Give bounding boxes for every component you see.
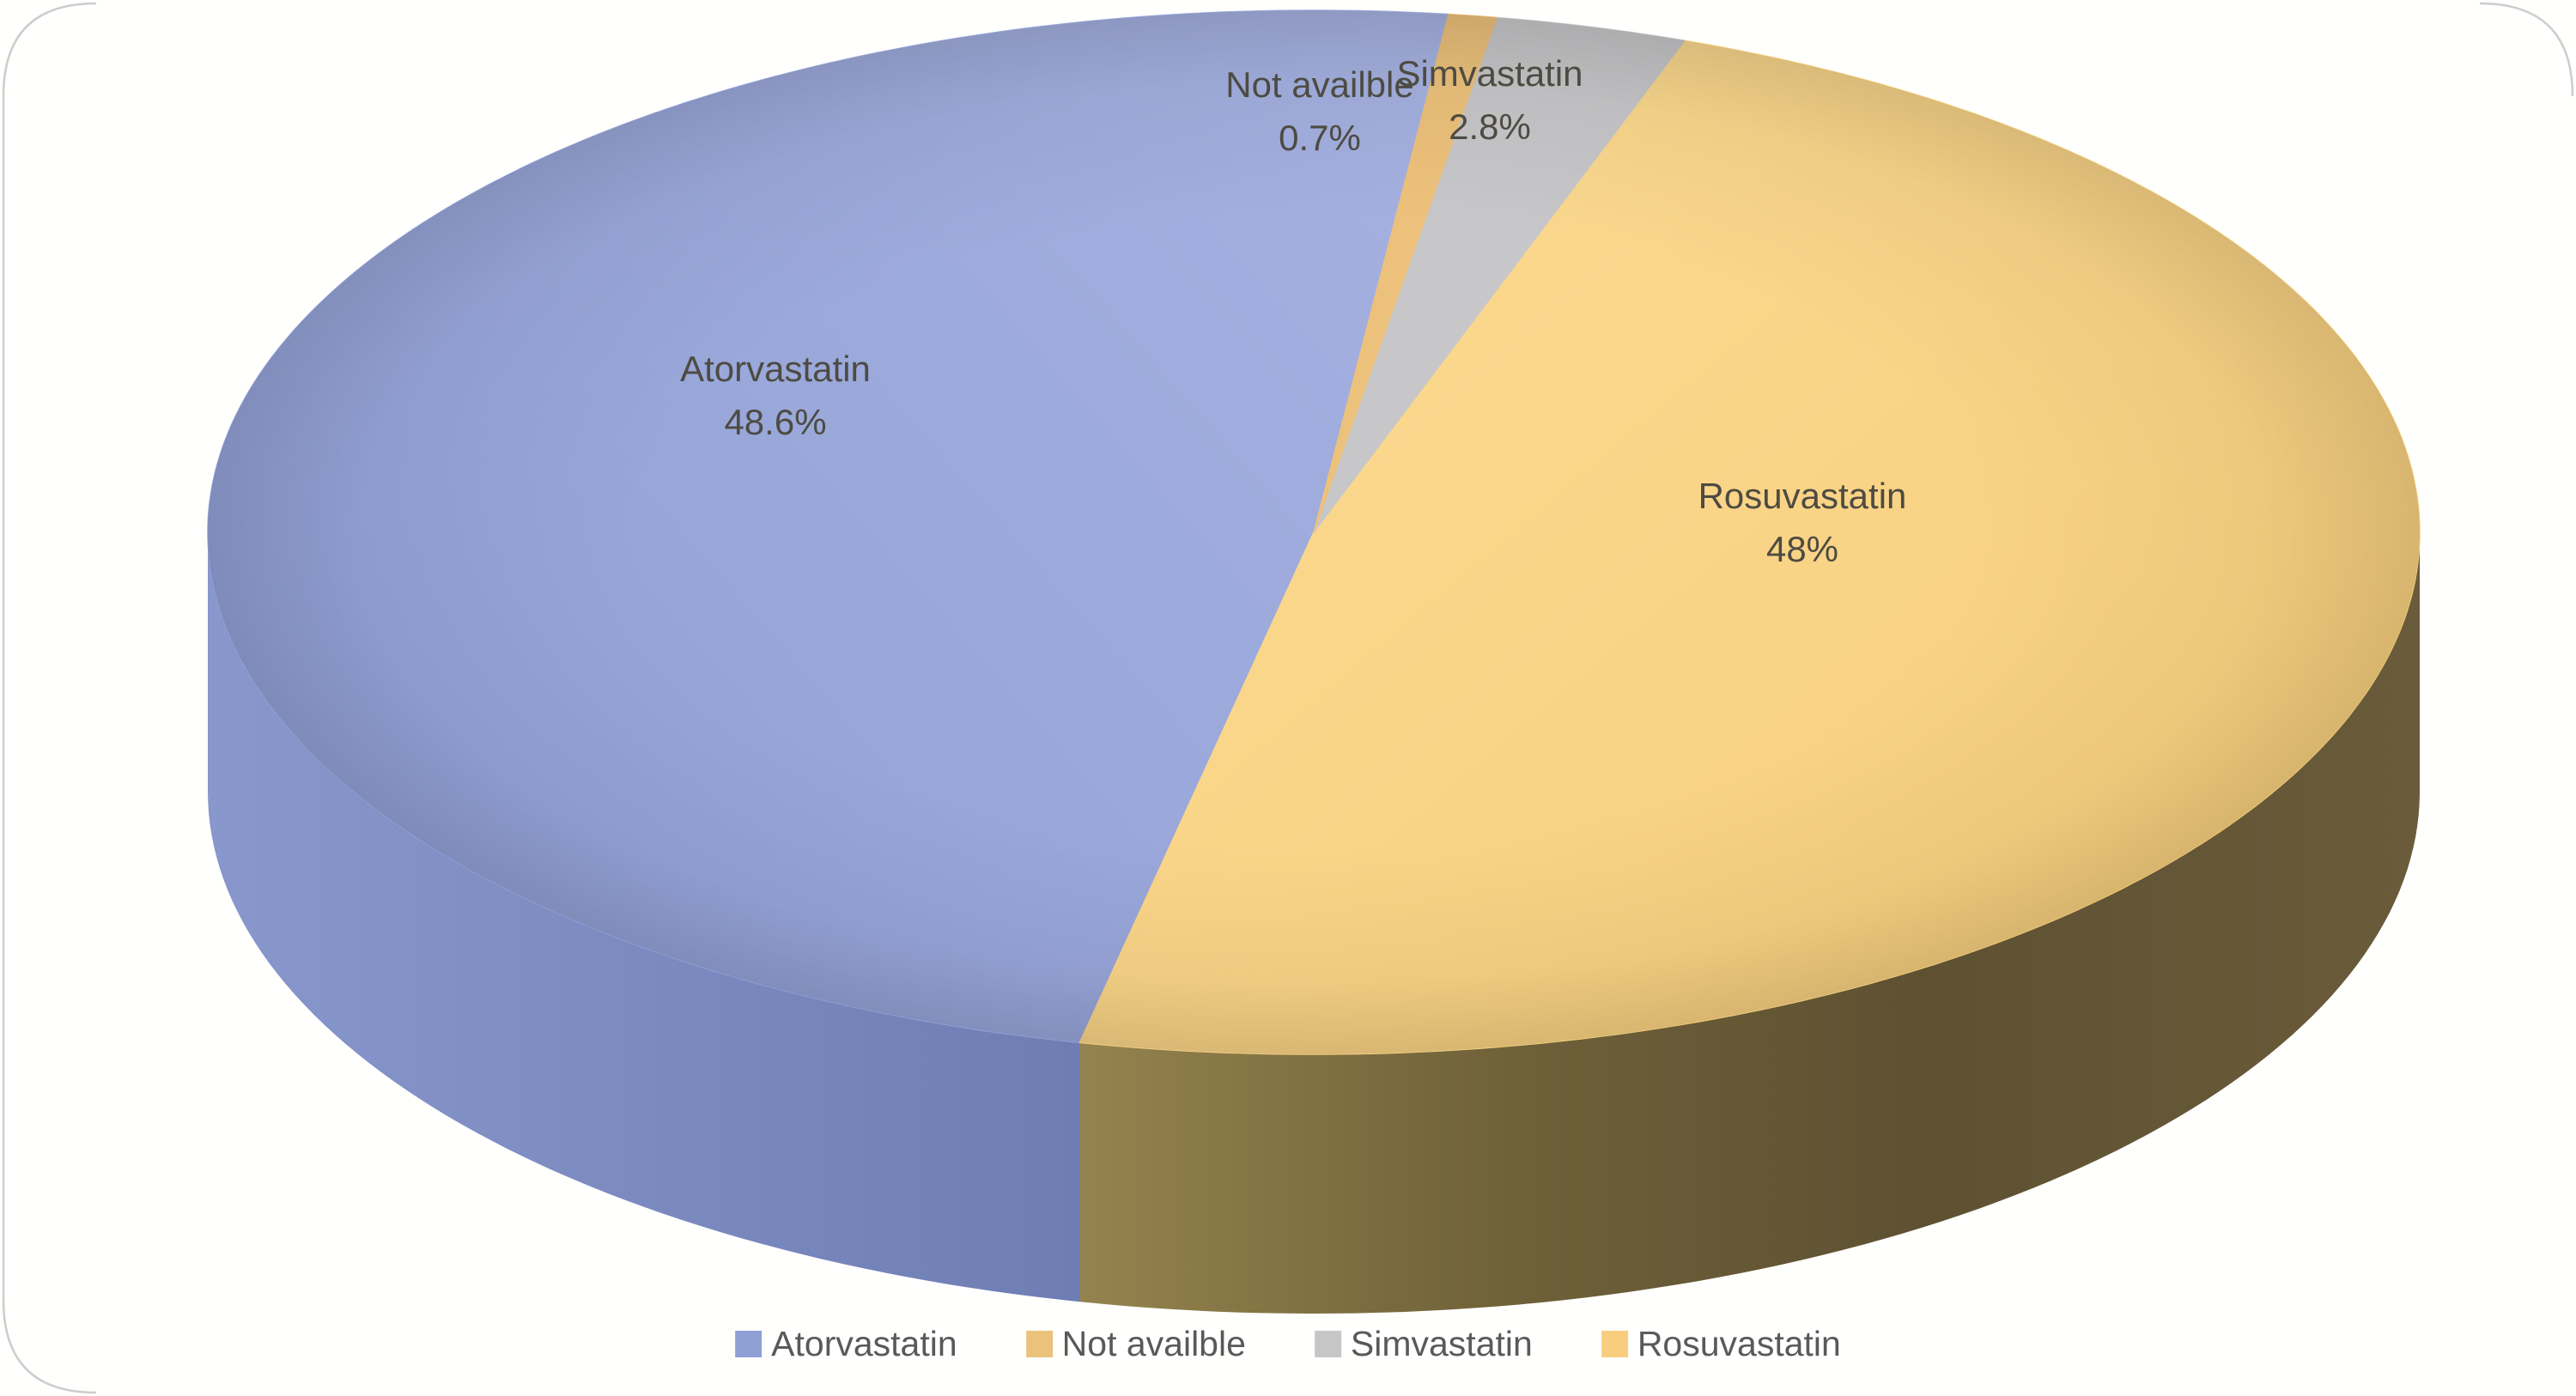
legend-item-rosuvastatin[interactable]: Rosuvastatin <box>1601 1324 1841 1364</box>
legend-item-atorvastatin[interactable]: Atorvastatin <box>735 1324 957 1364</box>
legend-swatch-not-availble <box>1025 1331 1053 1357</box>
legend-label: Simvastatin <box>1350 1324 1533 1363</box>
legend-item-simvastatin[interactable]: Simvastatin <box>1314 1324 1533 1364</box>
pie-side-atorvastatin[interactable] <box>208 532 1080 1302</box>
pie-top-shading <box>208 10 2420 1054</box>
legend-swatch-simvastatin <box>1314 1331 1341 1357</box>
legend-label: Rosuvastatin <box>1637 1324 1841 1363</box>
card-edge-top-right <box>2479 2 2574 97</box>
legend-label: Atorvastatin <box>771 1324 957 1363</box>
chart-legend: Atorvastatin Not availble Simvastatin Ro… <box>735 1324 1841 1364</box>
pie-side-rosuvastatin[interactable] <box>1079 532 2421 1314</box>
card-edge-left <box>2 2 97 1394</box>
legend-swatch-atorvastatin <box>735 1331 762 1357</box>
legend-label: Not availble <box>1061 1324 1246 1363</box>
legend-swatch-rosuvastatin <box>1601 1331 1628 1357</box>
legend-item-not-availble[interactable]: Not availble <box>1025 1324 1246 1364</box>
